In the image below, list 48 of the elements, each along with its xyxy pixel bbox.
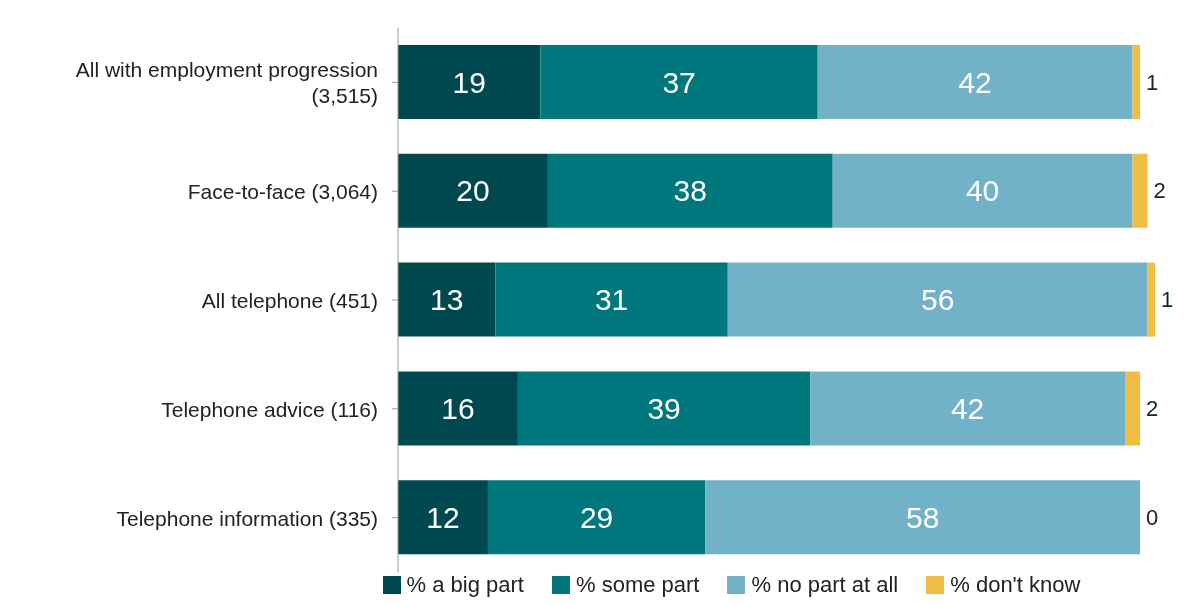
data-label: 31 [594,283,629,317]
bar [1132,45,1141,119]
data-label: 29 [579,500,614,534]
data-label: 2 [1153,178,1166,204]
data-label: 2 [1146,395,1159,421]
bar [817,45,1133,119]
data-label: 40 [965,174,1000,208]
data-label: 56 [920,283,955,317]
bar [398,45,541,119]
legend-label: % no part at all [750,572,899,598]
bar [398,153,548,228]
legend-label: % a big part [405,572,524,598]
bar [727,262,1148,337]
legend-label: % some part [575,572,700,598]
data-label: 38 [673,174,707,208]
data-label: 1 [1146,69,1159,95]
data-label: 13 [430,283,464,317]
data-label: 39 [647,391,681,425]
legend-label: % don't know [949,572,1081,598]
data-label: 16 [441,391,475,425]
bar [398,371,518,446]
y-tick-label: Telephone information (335) [116,506,378,530]
y-tick-label: All telephone (451) [201,288,378,312]
y-tick-label: Telephone advice (116) [161,397,378,421]
bar [398,480,488,555]
y-tick-label: Face-to-face (3,064) [187,179,378,203]
bar [495,262,728,337]
bar [810,371,1126,446]
data-label: 1 [1161,287,1174,313]
bar [517,371,811,446]
data-label: 58 [905,500,940,534]
y-tick-label: All with employment progression (3,515) [75,57,378,107]
data-label: 20 [456,174,490,208]
bar [705,480,1141,555]
data-label: 0 [1146,504,1159,530]
data-label: 37 [662,65,696,99]
data-label: 19 [452,65,486,99]
bar [832,153,1133,228]
bar [540,45,818,119]
data-label: 42 [950,391,985,425]
bar [487,480,706,555]
bar [1132,153,1148,228]
data-label: 12 [426,500,460,534]
bar [547,153,833,228]
data-label: 42 [958,65,992,99]
bar [398,262,496,337]
bar [1125,371,1141,446]
bar [1147,262,1155,337]
